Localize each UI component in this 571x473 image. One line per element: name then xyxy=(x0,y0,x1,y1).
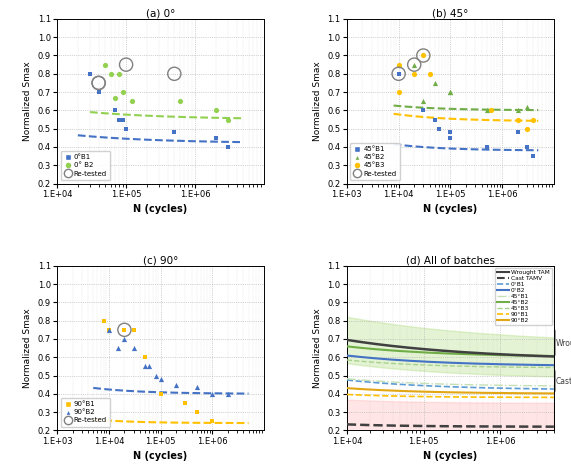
Point xyxy=(170,70,179,78)
Point xyxy=(192,408,202,416)
Point xyxy=(140,353,150,361)
Point xyxy=(482,106,491,114)
Point xyxy=(419,97,428,105)
Point xyxy=(170,129,179,136)
Point xyxy=(99,317,108,324)
Point xyxy=(394,70,403,78)
Point xyxy=(120,335,129,343)
Point xyxy=(94,79,103,87)
Point xyxy=(409,61,419,69)
Legend: 90°B1, 90°B2, Re-tested: 90°B1, 90°B2, Re-tested xyxy=(61,398,110,427)
Point xyxy=(156,390,165,398)
Point xyxy=(151,372,160,379)
Point xyxy=(223,390,232,398)
Point xyxy=(211,134,220,141)
Y-axis label: Normalized Smax: Normalized Smax xyxy=(23,308,32,388)
Point xyxy=(446,88,455,96)
Point xyxy=(129,326,138,333)
Point xyxy=(129,344,138,352)
Point xyxy=(409,61,419,69)
Point xyxy=(513,106,522,114)
Text: Cast: Cast xyxy=(556,377,571,385)
Legend: Wrought TAM, Cast TAMV, 0°B1, 0°B2, 45°B1, 45°B2, 45°B3, 90°B1, 90°B2: Wrought TAM, Cast TAMV, 0°B1, 0°B2, 45°B… xyxy=(494,268,552,325)
Legend: 45°B1, 45°B2, 45°B3, Re-tested: 45°B1, 45°B2, 45°B3, Re-tested xyxy=(351,143,400,180)
Point xyxy=(120,326,129,333)
Point xyxy=(118,116,127,123)
Point xyxy=(192,383,202,390)
Point xyxy=(175,97,184,105)
Point xyxy=(529,116,538,123)
Point xyxy=(394,61,403,69)
Point xyxy=(223,116,232,123)
Title: (c) 90°: (c) 90° xyxy=(143,255,178,265)
Point xyxy=(486,106,495,114)
Point xyxy=(115,116,124,123)
Legend: 0°B1, 0° B2, Re-tested: 0°B1, 0° B2, Re-tested xyxy=(61,151,110,180)
Point xyxy=(223,143,232,151)
Point xyxy=(529,152,538,160)
X-axis label: N (cycles): N (cycles) xyxy=(134,451,188,461)
Point xyxy=(115,70,124,78)
Y-axis label: Normalized Smax: Normalized Smax xyxy=(23,61,32,141)
Point xyxy=(430,116,439,123)
Point xyxy=(104,326,114,333)
Point xyxy=(425,70,435,78)
Point xyxy=(435,125,444,132)
Point xyxy=(522,125,532,132)
Point xyxy=(106,70,115,78)
Point xyxy=(430,79,439,87)
Title: (d) All of batches: (d) All of batches xyxy=(406,255,495,265)
Point xyxy=(127,97,136,105)
Point xyxy=(419,52,428,59)
Point xyxy=(156,376,165,383)
Point xyxy=(122,125,131,132)
Point xyxy=(172,381,181,388)
Title: (a) 0°: (a) 0° xyxy=(146,8,175,18)
Point xyxy=(394,61,403,69)
Point xyxy=(394,70,403,78)
Point xyxy=(446,134,455,141)
Point xyxy=(522,103,532,111)
X-axis label: N (cycles): N (cycles) xyxy=(423,451,477,461)
Text: Wrought: Wrought xyxy=(556,339,571,348)
Point xyxy=(180,399,190,407)
Point xyxy=(86,70,95,78)
Point xyxy=(211,106,220,114)
Point xyxy=(111,94,120,101)
Point xyxy=(208,418,217,425)
X-axis label: N (cycles): N (cycles) xyxy=(423,204,477,214)
Point xyxy=(419,106,428,114)
X-axis label: N (cycles): N (cycles) xyxy=(134,204,188,214)
Point xyxy=(94,88,103,96)
Point xyxy=(394,88,403,96)
Point xyxy=(446,88,455,96)
Point xyxy=(409,70,419,78)
Point xyxy=(522,143,532,151)
Title: (b) 45°: (b) 45° xyxy=(432,8,469,18)
Point xyxy=(114,344,123,352)
Point xyxy=(208,390,217,398)
Point xyxy=(120,326,129,333)
Point xyxy=(482,143,491,151)
Y-axis label: Normalized Smax: Normalized Smax xyxy=(313,308,322,388)
Point xyxy=(118,88,127,96)
Point xyxy=(94,79,103,87)
Point xyxy=(140,363,150,370)
Point xyxy=(513,129,522,136)
Point xyxy=(111,106,120,114)
Point xyxy=(513,116,522,123)
Point xyxy=(104,326,114,333)
Point xyxy=(419,52,428,59)
Point xyxy=(144,363,154,370)
Point xyxy=(100,61,110,69)
Point xyxy=(122,61,131,69)
Point xyxy=(446,129,455,136)
Y-axis label: Normalized Smax: Normalized Smax xyxy=(313,61,322,141)
